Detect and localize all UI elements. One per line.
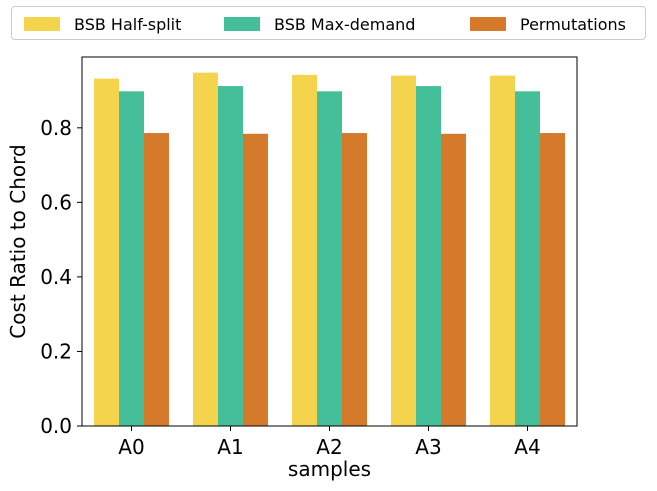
bar-a1-permutations	[243, 133, 268, 427]
bar-a2-bsb-half-split	[292, 74, 317, 427]
legend-item-bsb-max-demand: BSB Max-demand	[224, 7, 415, 41]
legend-swatch-bsb-half-split	[24, 17, 60, 31]
bar-a4-permutations	[540, 133, 565, 426]
bar-a0-bsb-half-split	[94, 78, 119, 427]
bar-a2-permutations	[342, 133, 367, 426]
x-axis-label: samples	[288, 457, 371, 481]
bar-a1-bsb-max-demand	[218, 86, 243, 426]
bar-a3-permutations	[441, 133, 466, 427]
bar-a1-bsb-half-split	[193, 72, 218, 427]
legend-item-permutations: Permutations	[470, 7, 626, 41]
bar-a3-bsb-max-demand	[416, 86, 441, 426]
bar-a0-permutations	[144, 133, 169, 426]
y-axis-label: Cost Ratio to Chord	[6, 144, 30, 338]
x-tick-label: A2	[316, 435, 342, 459]
legend: BSB Half-split BSB Max-demand Permutatio…	[11, 6, 646, 40]
bar-a4-bsb-max-demand	[515, 91, 540, 427]
legend-swatch-bsb-max-demand	[224, 17, 260, 31]
x-tick-label: A1	[217, 435, 243, 459]
y-tick-label: 0.0	[40, 414, 72, 438]
x-tick-label: A0	[118, 435, 144, 459]
legend-swatch-permutations	[470, 17, 506, 31]
y-tick-label: 0.4	[40, 265, 72, 289]
legend-item-bsb-half-split: BSB Half-split	[24, 7, 181, 41]
bar-a3-bsb-half-split	[391, 75, 416, 427]
bar-a4-bsb-half-split	[490, 75, 515, 427]
y-tick-label: 0.8	[40, 116, 72, 140]
legend-label-bsb-max-demand: BSB Max-demand	[274, 14, 416, 34]
y-tick-label: 0.6	[40, 190, 72, 214]
legend-label-permutations: Permutations	[520, 14, 627, 34]
x-tick-label: A4	[514, 435, 540, 459]
bar-a0-bsb-max-demand	[119, 91, 144, 427]
x-tick-label: A3	[415, 435, 441, 459]
y-tick-label: 0.2	[40, 339, 72, 363]
legend-label-bsb-half-split: BSB Half-split	[74, 14, 182, 34]
bar-a2-bsb-max-demand	[317, 91, 342, 427]
